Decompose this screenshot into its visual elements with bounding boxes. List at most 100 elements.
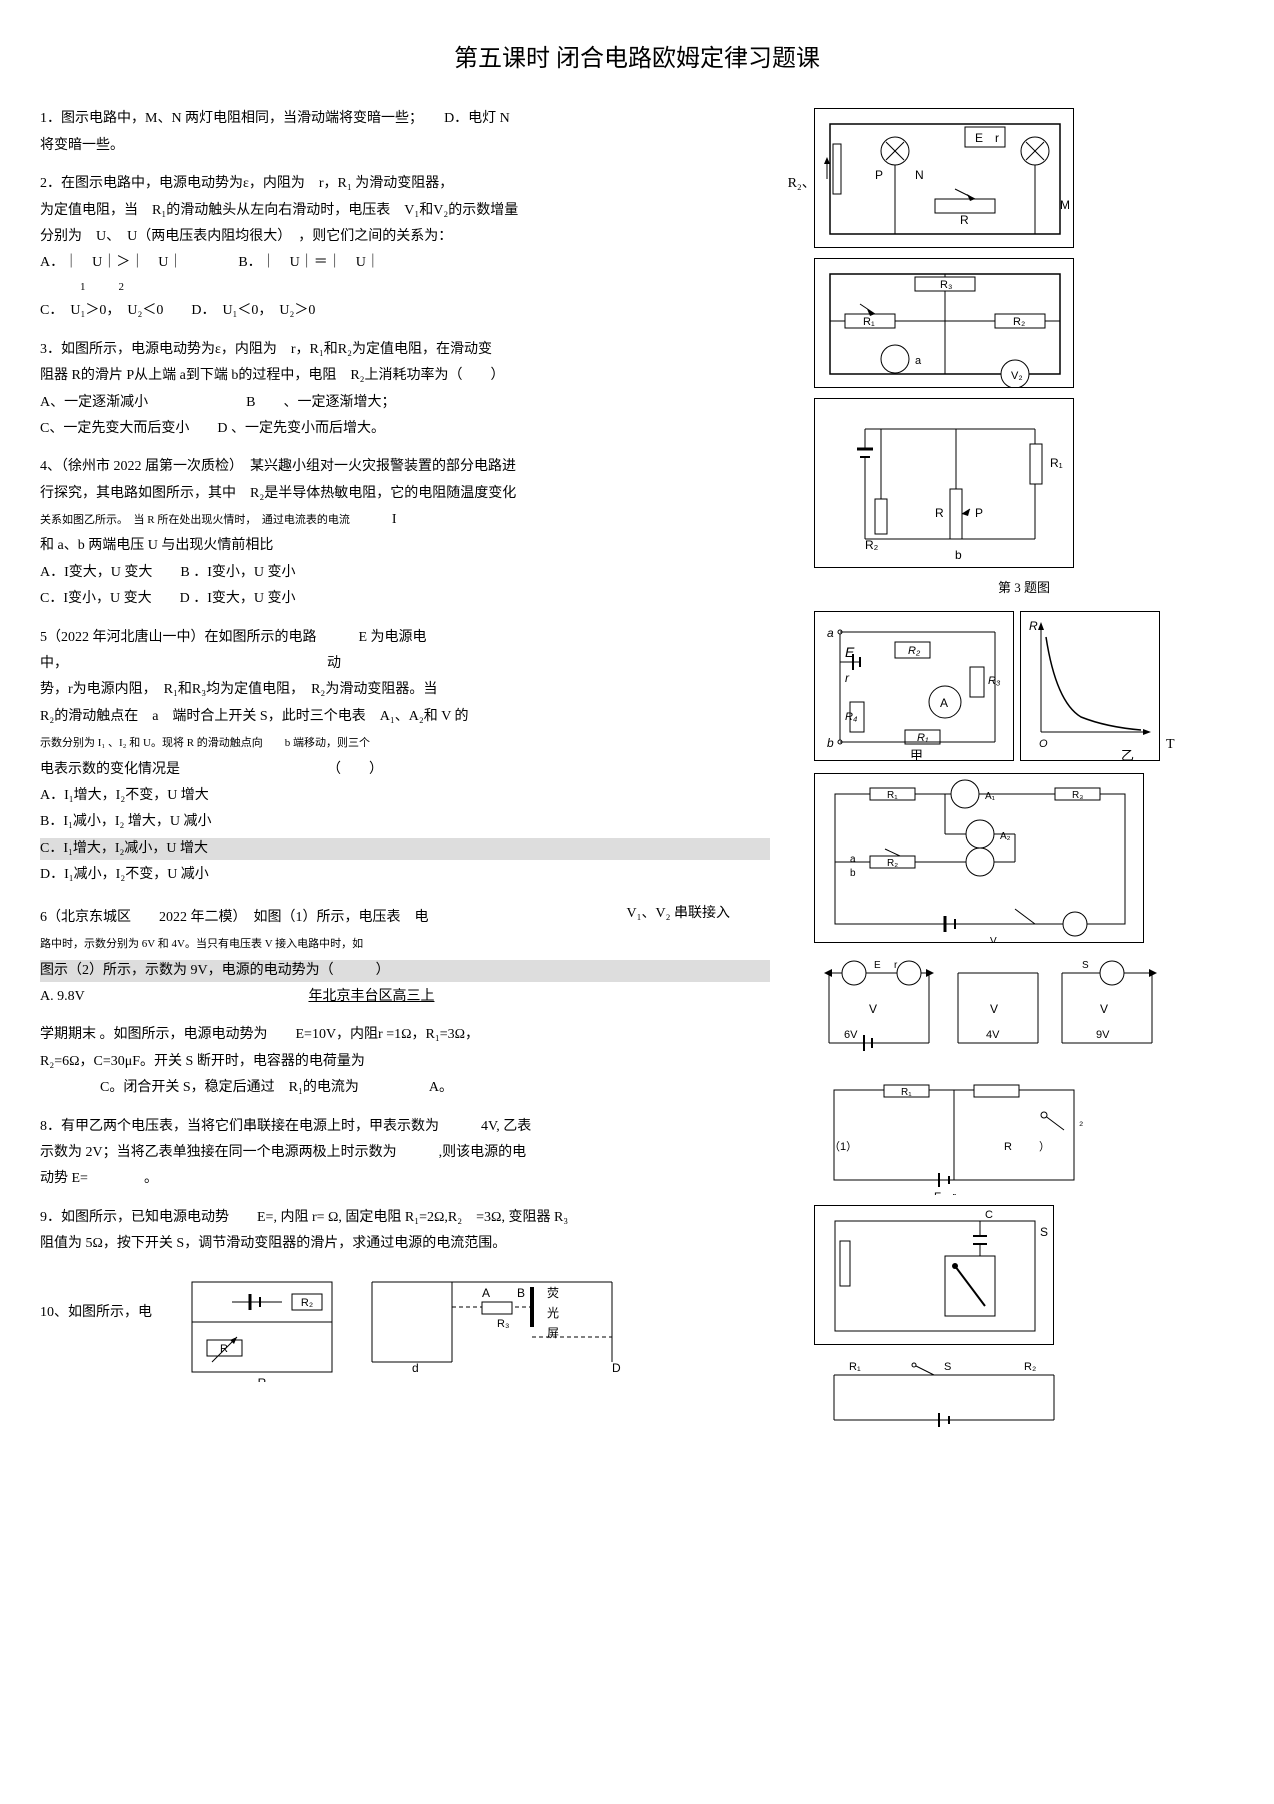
q6-circuit-3: S V 9V	[1052, 953, 1162, 1063]
q5-line4: R₂的滑动触点在 a 端时合上开关 S，此时三个电表 A₁、A₂和 V 的	[40, 706, 770, 728]
svg-text:R₁: R₁	[1050, 456, 1063, 470]
q2-optC: C． U₁＞0， U₂＜0	[40, 303, 163, 318]
svg-text:S: S	[1082, 960, 1089, 971]
q2-line2: 为定值电阻，当 R₁的滑动触头从左向右滑动时，电压表 V₁和V₂的示数增量	[40, 200, 770, 222]
svg-text:R₂: R₂	[1013, 316, 1025, 328]
q7-line2: R₂=6Ω，C=30μF。开关 S 断开时，电容器的电荷量为	[40, 1051, 770, 1073]
q8-line2: 示数为 2V；当将乙表单独接在同一个电源两极上时示数为 ,则该电源的电	[40, 1142, 770, 1164]
q5-line1end: E 为电源电	[359, 630, 427, 645]
svg-text:b: b	[955, 548, 962, 562]
svg-text:R₃: R₃	[1072, 790, 1083, 801]
question-6: V₁、V₂ 串联接入 6（北京东城区 2022 年二模） 如图（1）所示，电压表…	[40, 903, 770, 1009]
question-1: 1．图示电路中，M、N 两灯电阻相同，当滑动端将变暗一些； D．电灯 N 将变暗…	[40, 108, 770, 157]
q9-circuit: R₁ S R₂	[814, 1355, 1074, 1435]
q10-circuit-right: d 荧 A R₃ B 光 屏 D	[352, 1272, 632, 1382]
q6-optA: A. 9.8V	[40, 989, 84, 1004]
svg-text:R₃: R₃	[988, 675, 1001, 687]
question-8: 8．有甲乙两个电压表，当将它们串联接在电源上时，甲表示数为 4V, 乙表 示数为…	[40, 1116, 770, 1191]
svg-text:R₄: R₄	[845, 711, 857, 723]
q4-circuit-jia: a E r b R₂ R₄ A R₃ R₁ 甲	[814, 611, 1014, 761]
svg-text:a: a	[827, 626, 834, 640]
svg-text:R₁: R₁	[849, 1361, 861, 1373]
svg-text:D: D	[612, 1361, 621, 1375]
q10-line1: 10、如图所示，电	[40, 1302, 152, 1324]
q1-optD: D．电灯 N	[444, 111, 510, 126]
q6-circuit-1: E r V 6V	[814, 953, 944, 1063]
svg-text:V: V	[869, 1002, 877, 1016]
q5-line5: 示数分别为 I₁ 、I₂ 和 U。现将 R 的滑动触点向 b 端移动，则三个	[40, 737, 370, 749]
q5-line2: 中，	[40, 656, 61, 671]
svg-text:S: S	[944, 1361, 951, 1373]
q4-graph-yi: R O 乙	[1020, 611, 1160, 761]
svg-text:b: b	[827, 736, 834, 750]
q3-optC: C、一定先变大而后变小	[40, 421, 189, 436]
page-title: 第五课时 闭合电路欧姆定律习题课	[40, 40, 1234, 78]
svg-text:R: R	[258, 1376, 267, 1382]
svg-text:N: N	[915, 168, 924, 182]
q4-optB: B ．I变小，U 变小	[180, 565, 295, 580]
svg-text:V: V	[1100, 1002, 1108, 1016]
q7-circuit: R₁ ₂ ₂ （1） R ） E r	[814, 1075, 1094, 1195]
question-2: 2．在图示电路中，电源电动势为ε，内阻为 r，R₁ 为滑动变阻器， R₂、R₃ …	[40, 173, 770, 323]
q4-line4: 和 a、b 两端电压 U 与出现火情前相比	[40, 535, 770, 557]
svg-text:A₂: A₂	[1000, 831, 1011, 842]
svg-text:P: P	[875, 168, 883, 182]
q3-optB: B 、一定逐渐增大；	[246, 395, 395, 410]
q1-text: 1．图示电路中，M、N 两灯电阻相同，当滑动端将变暗一些；	[40, 111, 416, 126]
svg-text:C: C	[985, 1209, 993, 1221]
q3-circuit: R₁ R₂ R P b	[814, 398, 1074, 568]
q9-line2: 阻值为 5Ω，按下开关 S，调节滑动变阻器的滑片，求通过电源的电流范围。	[40, 1233, 940, 1255]
svg-text:）: ）	[1039, 1140, 1050, 1153]
svg-text:R₂: R₂	[301, 1297, 313, 1309]
svg-text:R₁: R₁	[887, 790, 898, 801]
q4-line2: 行探究，其电路如图所示，其中 R₂是半导体热敏电阻，它的电阻随温度变化	[40, 483, 770, 505]
svg-text:4V: 4V	[986, 1029, 1000, 1041]
q2-optB: B．｜ U｜＝｜ U｜	[238, 255, 380, 270]
q10-circuit-left: R₂ R R	[172, 1272, 352, 1382]
svg-text:V: V	[990, 1002, 998, 1016]
q5-line2end: 动	[327, 656, 341, 671]
q6-line3: 图示（2）所示，示数为 9V，电源的电动势为（ ）	[40, 960, 770, 982]
q3-line1: 3．如图所示，电源电动势为ε，内阻为 r，R₁和R₂为定值电阻，在滑动变	[40, 339, 770, 361]
svg-text:d: d	[412, 1361, 419, 1375]
svg-text:R₁: R₁	[901, 1087, 912, 1098]
svg-text:b: b	[850, 868, 856, 879]
svg-text:A₁: A₁	[985, 791, 996, 802]
svg-text:6V: 6V	[844, 1029, 858, 1041]
q1-cont: 将变暗一些。	[40, 135, 770, 157]
q5-line1: 5（2022 年河北唐山一中）在如图所示的电路	[40, 630, 317, 645]
svg-text:A: A	[940, 696, 948, 710]
svg-text:E r: E r	[934, 1191, 956, 1195]
svg-text:V: V	[990, 936, 997, 943]
q8-line1: 8．有甲乙两个电压表，当将它们串联接在电源上时，甲表示数为 4V, 乙表	[40, 1116, 770, 1138]
svg-text:B: B	[517, 1286, 525, 1300]
q1-circuit: P N E r R M	[814, 108, 1074, 248]
q7-line1: 学期期末 。如图所示，电源电动势为 E=10V，内阻r =1Ω，R₁=3Ω，	[40, 1024, 770, 1046]
q5-circuit: R₁ A₁ R₃ A₂ a R₂ b V	[814, 773, 1144, 943]
q6-circuit-2: V 4V	[948, 953, 1048, 1063]
svg-text:光: 光	[547, 1306, 559, 1320]
q2-line1: 2．在图示电路中，电源电动势为ε，内阻为 r，R₁ 为滑动变阻器，	[40, 176, 446, 191]
q3-optD: D 、一定先变小而后增大。	[217, 421, 385, 436]
svg-text:a: a	[850, 854, 856, 865]
q5-optB: B．I₁减小，I₂ 增大，U 减小	[40, 811, 770, 833]
svg-text:R₂: R₂	[865, 538, 879, 552]
q2-optA: A．｜ U｜＞｜ U｜	[40, 255, 182, 270]
q5-optD: D．I₁减小，I₂不变，U 减小	[40, 864, 770, 886]
svg-text:R₂: R₂	[908, 645, 921, 657]
question-3: 3．如图所示，电源电动势为ε，内阻为 r，R₁和R₂为定值电阻，在滑动变 阻器 …	[40, 339, 770, 441]
q4-line1: 4、（徐州市 2022 届第一次质检） 某兴趣小组对一火灾报警装置的部分电路进	[40, 456, 770, 478]
svg-text:荧: 荧	[547, 1286, 559, 1300]
svg-text:r: r	[845, 671, 850, 685]
svg-text:₂: ₂	[1079, 1116, 1083, 1128]
q6-year: 年北京丰台区高三上	[308, 989, 434, 1004]
svg-text:R₁: R₁	[863, 316, 875, 328]
q3-fig-label: 第 3 题图	[814, 578, 1234, 599]
q4-I: I	[392, 512, 397, 527]
q2-circuit: R₃ R₁ R₂ a V₂	[814, 258, 1074, 388]
q8-circuit: C S	[814, 1205, 1054, 1345]
q5-optC: C．I₁增大，I₂减小，U 增大	[40, 838, 770, 860]
svg-text:R₂: R₂	[1024, 1361, 1036, 1373]
q7-line3: C。闭合开关 S，稳定后通过 R₁的电流为 A。	[100, 1077, 770, 1099]
q9-line1: 9．如图所示，已知电源电动势 E=, 内阻 r= Ω, 固定电阻 R₁=2Ω,R…	[40, 1207, 940, 1229]
